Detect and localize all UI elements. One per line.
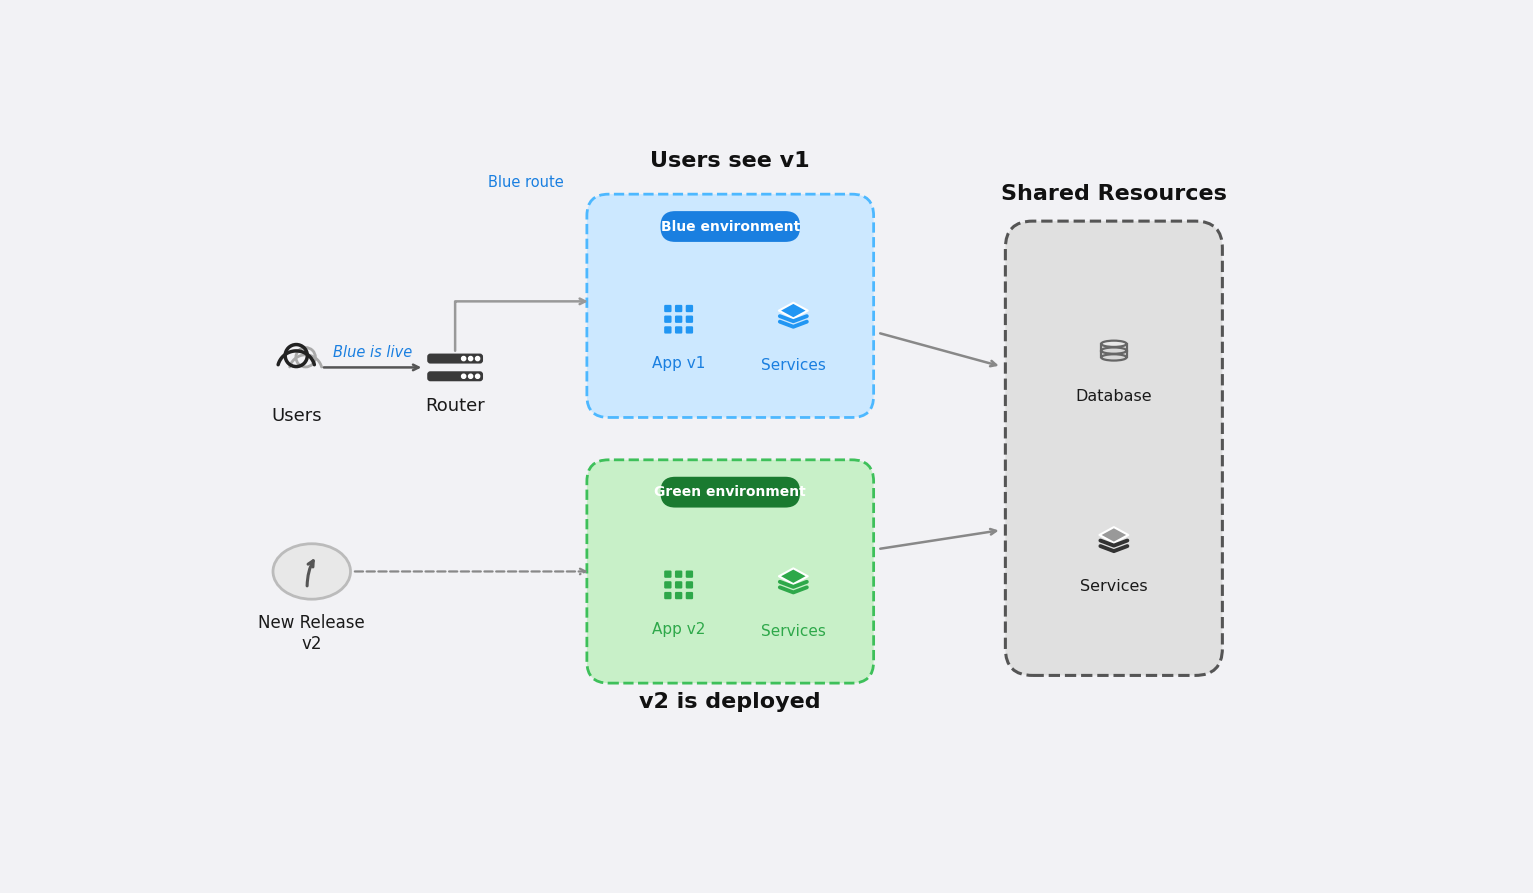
FancyBboxPatch shape [685,315,693,323]
FancyBboxPatch shape [428,371,483,381]
FancyBboxPatch shape [664,305,671,313]
Polygon shape [1099,527,1128,543]
Ellipse shape [1101,340,1127,346]
FancyBboxPatch shape [685,571,693,578]
FancyBboxPatch shape [675,305,682,313]
Circle shape [469,374,472,379]
Circle shape [461,374,466,379]
Text: New Release
v2: New Release v2 [259,613,365,653]
FancyBboxPatch shape [685,581,693,588]
FancyBboxPatch shape [587,194,874,417]
Circle shape [475,356,480,361]
Text: App v2: App v2 [652,622,705,637]
FancyBboxPatch shape [675,326,682,334]
Circle shape [461,356,466,361]
Text: v2 is deployed: v2 is deployed [639,692,822,713]
FancyBboxPatch shape [661,477,800,507]
Text: Blue environment: Blue environment [661,220,800,233]
Polygon shape [779,568,808,584]
FancyBboxPatch shape [428,354,483,363]
FancyBboxPatch shape [675,581,682,588]
FancyBboxPatch shape [664,592,671,599]
Ellipse shape [1101,347,1127,354]
FancyBboxPatch shape [664,581,671,588]
Circle shape [469,356,472,361]
Text: Green environment: Green environment [655,485,806,499]
Polygon shape [779,303,808,319]
Text: Services: Services [760,623,826,638]
Text: Router: Router [425,396,484,414]
Text: App v1: App v1 [652,356,705,371]
Ellipse shape [273,544,351,599]
Text: Users: Users [271,407,322,425]
FancyBboxPatch shape [661,211,800,242]
FancyBboxPatch shape [664,326,671,334]
Ellipse shape [1101,355,1127,361]
FancyBboxPatch shape [685,592,693,599]
FancyBboxPatch shape [685,305,693,313]
FancyBboxPatch shape [675,571,682,578]
Text: Shared Resources: Shared Resources [1001,184,1226,204]
FancyBboxPatch shape [685,326,693,334]
Text: Blue is live: Blue is live [333,345,412,360]
FancyBboxPatch shape [675,315,682,323]
Text: Services: Services [1081,580,1148,594]
Text: Users see v1: Users see v1 [650,151,809,171]
Text: Services: Services [760,358,826,373]
FancyBboxPatch shape [664,315,671,323]
Circle shape [475,374,480,379]
FancyBboxPatch shape [675,592,682,599]
Text: Database: Database [1076,389,1153,405]
FancyBboxPatch shape [1006,221,1222,675]
FancyBboxPatch shape [587,460,874,683]
Text: Blue route: Blue route [487,175,564,190]
FancyBboxPatch shape [664,571,671,578]
